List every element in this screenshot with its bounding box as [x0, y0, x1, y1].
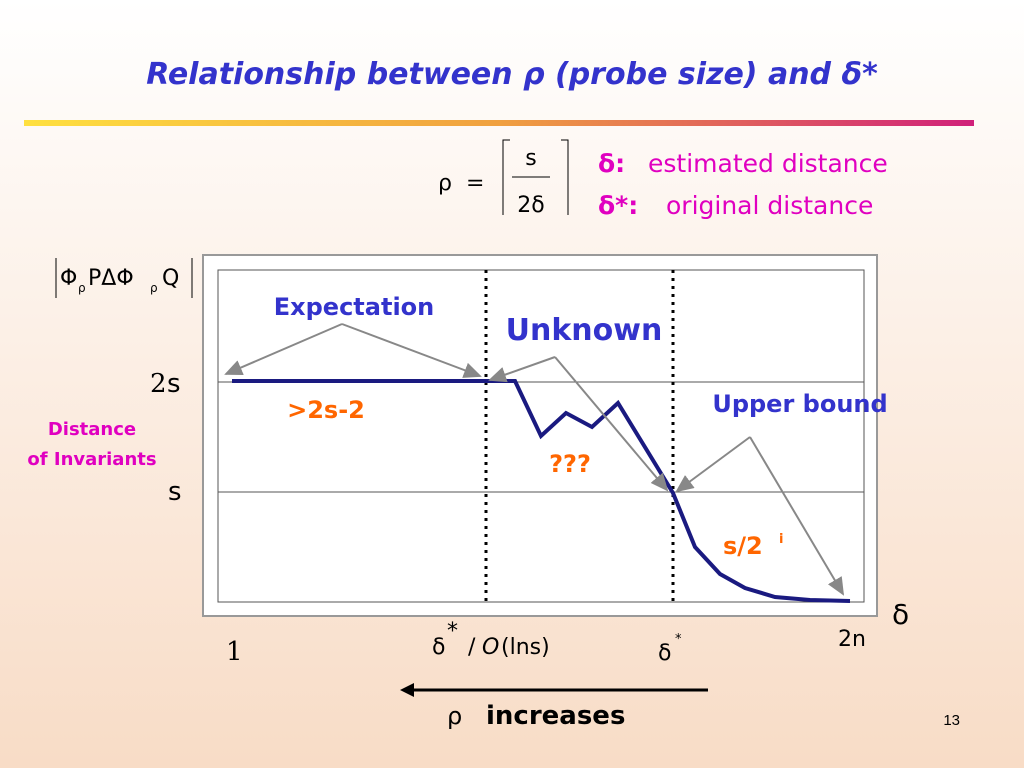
footer-rho: ρ [447, 702, 462, 730]
formula-den: 2δ [517, 193, 544, 218]
y-axis-label: Φ ρ PΔΦ ρ Q [55, 258, 193, 298]
x-label: * [447, 619, 458, 644]
x-label: δ [658, 641, 671, 666]
label-part: Φ [60, 266, 77, 291]
annotation: Upper bound [712, 390, 887, 418]
title: Relationship between ρ (probe size) and … [146, 57, 878, 92]
y-label: 2 [150, 369, 167, 399]
def-symbol: δ: [598, 149, 625, 178]
x-labels: 1 δ * / O (lns) δ * 2n δ [226, 598, 909, 667]
formula-num: s [525, 146, 536, 171]
x-label: 1 [226, 637, 243, 667]
x-label: * [675, 632, 682, 647]
def-text: original distance [666, 191, 873, 220]
annotation: Unknown [506, 313, 663, 348]
label-part: Q [162, 266, 179, 291]
formula-eq: = [466, 171, 484, 196]
x-label: δ [432, 635, 445, 660]
curve [232, 379, 851, 603]
formula-lhs: ρ [438, 171, 452, 196]
x-label: (lns) [501, 635, 550, 660]
y-labels: 2 s s [150, 369, 182, 507]
y-label: s [168, 477, 182, 507]
page-number: 13 [943, 712, 960, 729]
annotation: ??? [549, 450, 591, 478]
annotation: i [779, 532, 783, 547]
x-label: / [468, 635, 476, 660]
x-label: δ [892, 598, 909, 631]
label-part: ρ [150, 281, 158, 295]
x-label: 2n [838, 627, 866, 652]
label-part: PΔΦ [88, 266, 134, 291]
annotations: Expectation Unknown Upper bound >2s-2 ??… [274, 293, 888, 560]
annotation: Expectation [274, 293, 435, 321]
y-axis-title: Distance of Invariants [27, 419, 156, 470]
def-text: estimated distance [648, 149, 888, 178]
arrow-head [400, 683, 414, 697]
axis-title-line: of Invariants [27, 449, 156, 470]
formula: ρ = s 2δ [438, 139, 569, 218]
y-label: s [167, 369, 181, 399]
annotation: >2s-2 [287, 396, 365, 424]
ceiling [502, 139, 569, 215]
definitions: δ: estimated distance δ*: original dista… [598, 149, 888, 220]
x-label: O [482, 635, 499, 660]
title-rule [24, 120, 974, 126]
label-part: ρ [78, 281, 86, 295]
annotation: s/2 [723, 532, 763, 560]
footer-text: increases [486, 701, 625, 731]
def-symbol: δ*: [598, 191, 638, 220]
axis-title-line: Distance [48, 419, 136, 440]
arrows [224, 323, 845, 596]
